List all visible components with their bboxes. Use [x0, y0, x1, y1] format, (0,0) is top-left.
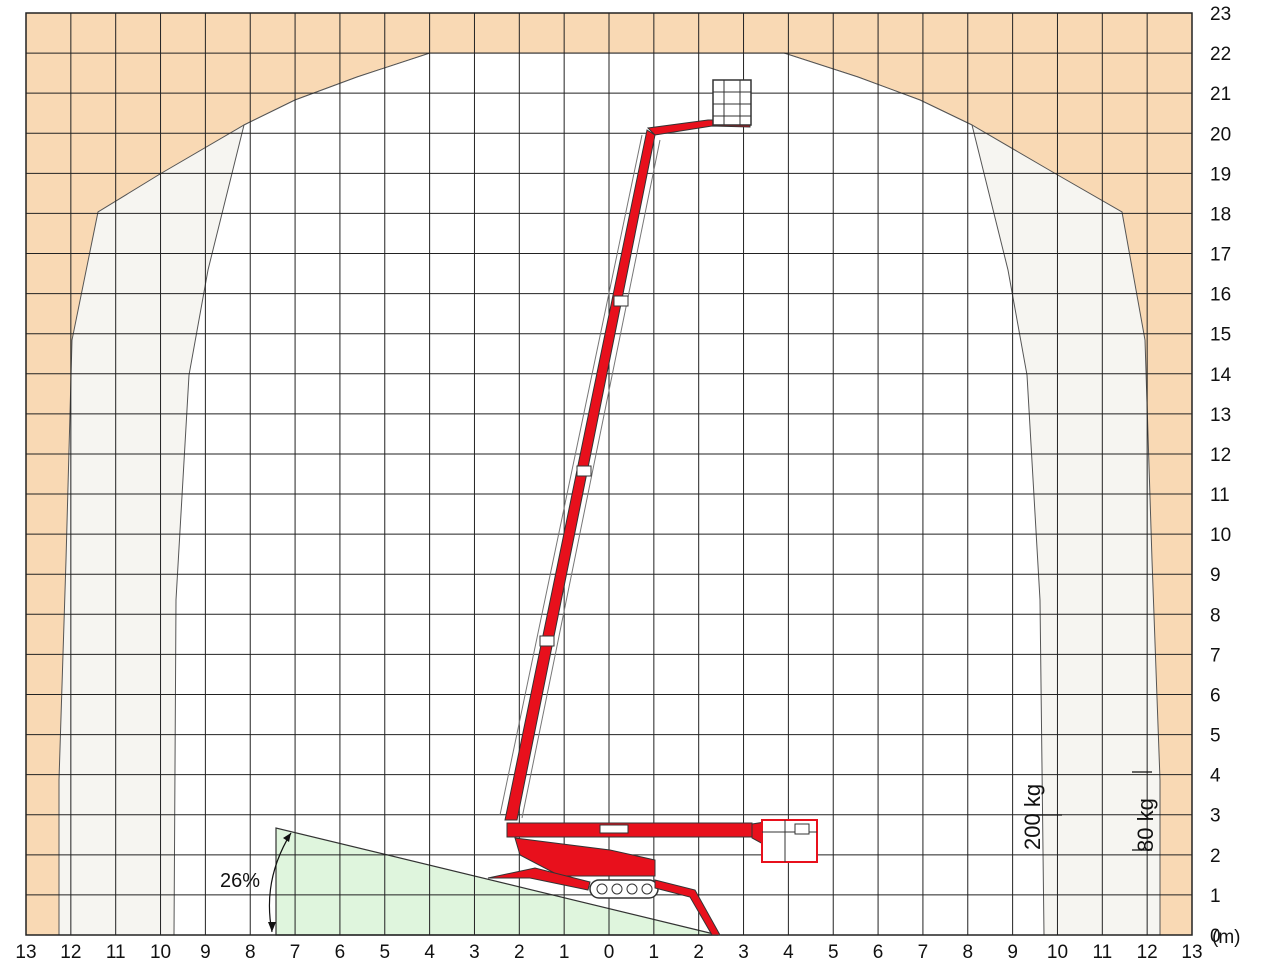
y-tick-label: 6: [1210, 685, 1221, 706]
y-tick-label: 21: [1210, 84, 1231, 105]
y-tick-label: 14: [1210, 365, 1232, 386]
y-tick-label: 1: [1210, 886, 1221, 907]
y-tick-label: 23: [1210, 4, 1231, 25]
x-tick-label: 13: [15, 942, 36, 963]
x-tick-label: 1: [559, 942, 570, 963]
y-tick-label: 16: [1210, 285, 1231, 306]
main-boom-outline: [499, 134, 643, 816]
boom-joint: [613, 295, 629, 307]
x-tick-label: 7: [290, 942, 301, 963]
plot-frame: [25, 12, 1193, 936]
x-tick-label: 10: [150, 942, 171, 963]
boom-joint: [539, 635, 555, 647]
main-boom-outline-2: [521, 139, 661, 819]
x-tick-label: 5: [379, 942, 390, 963]
y-tick-label: 12: [1210, 445, 1231, 466]
boom-joint: [576, 465, 592, 477]
outrigger-right: [654, 879, 721, 936]
x-tick-label: 5: [828, 942, 839, 963]
x-tick-label: 2: [514, 942, 525, 963]
x-tick-label: 6: [873, 942, 884, 963]
x-tick-label: 3: [738, 942, 749, 963]
horizontal-boom: [506, 822, 753, 838]
x-tick-label: 8: [962, 942, 973, 963]
aerial-work-platform: [487, 79, 818, 936]
x-tick-label: 12: [1137, 942, 1158, 963]
slope-arc-arrow-top: [283, 833, 291, 842]
capacity-label-200kg: 200 kg: [1020, 784, 1045, 850]
x-tick-label: 6: [335, 942, 346, 963]
y-tick-label: 4: [1210, 766, 1221, 787]
slope-angle-arc: [268, 832, 292, 933]
y-tick-label: 18: [1210, 204, 1231, 225]
y-tick-label: 2: [1210, 846, 1221, 867]
y-tick-label: 20: [1210, 124, 1231, 145]
y-tick-label: 17: [1210, 245, 1231, 266]
y-tick-label: 11: [1210, 485, 1230, 506]
crawler-tracks: [589, 879, 659, 899]
y-tick-label: 9: [1210, 565, 1221, 586]
y-tick-label: 3: [1210, 806, 1221, 827]
y-tick-label: 22: [1210, 44, 1231, 65]
upper-platform-basket: [712, 79, 752, 126]
x-tick-label: 3: [469, 942, 480, 963]
y-tick-label: 7: [1210, 645, 1221, 666]
x-tick-label: 10: [1047, 942, 1068, 963]
y-tick-label: 8: [1210, 605, 1221, 626]
y-tick-label: 5: [1210, 726, 1221, 747]
x-tick-label: 11: [106, 942, 126, 963]
capacity-label-80kg: 80 kg: [1133, 798, 1158, 852]
x-tick-label: 4: [424, 942, 435, 963]
x-tick-label: 1: [649, 942, 660, 963]
y-tick-label: 13: [1210, 405, 1231, 426]
x-tick-label: 9: [200, 942, 211, 963]
x-tick-label: 4: [783, 942, 794, 963]
slope-label: 26%: [220, 870, 260, 892]
turret: [514, 837, 656, 877]
x-tick-label: 13: [1181, 942, 1202, 963]
units-label: (m): [1212, 927, 1240, 948]
x-tick-label: 8: [245, 942, 256, 963]
y-tick-label: 19: [1210, 164, 1231, 185]
x-tick-label: 9: [1007, 942, 1018, 963]
outrigger-left: [487, 867, 591, 891]
slope-arc-arrow-bottom: [268, 922, 276, 932]
y-tick-label: 10: [1210, 525, 1231, 546]
x-tick-label: 7: [918, 942, 929, 963]
y-tick-label: 15: [1210, 325, 1231, 346]
x-tick-label: 12: [60, 942, 81, 963]
x-tick-label: 0: [604, 942, 615, 963]
x-tick-label: 2: [693, 942, 704, 963]
x-axis-tick-labels: 13 12 11 10 9 8 7 6 5 4 3 2 1 0 1 2 3 4 5 6 7 8 9 10 11 12 13: [15, 942, 1202, 963]
x-tick-label: 11: [1092, 942, 1112, 963]
y-tick-label: 0: [1210, 926, 1221, 947]
